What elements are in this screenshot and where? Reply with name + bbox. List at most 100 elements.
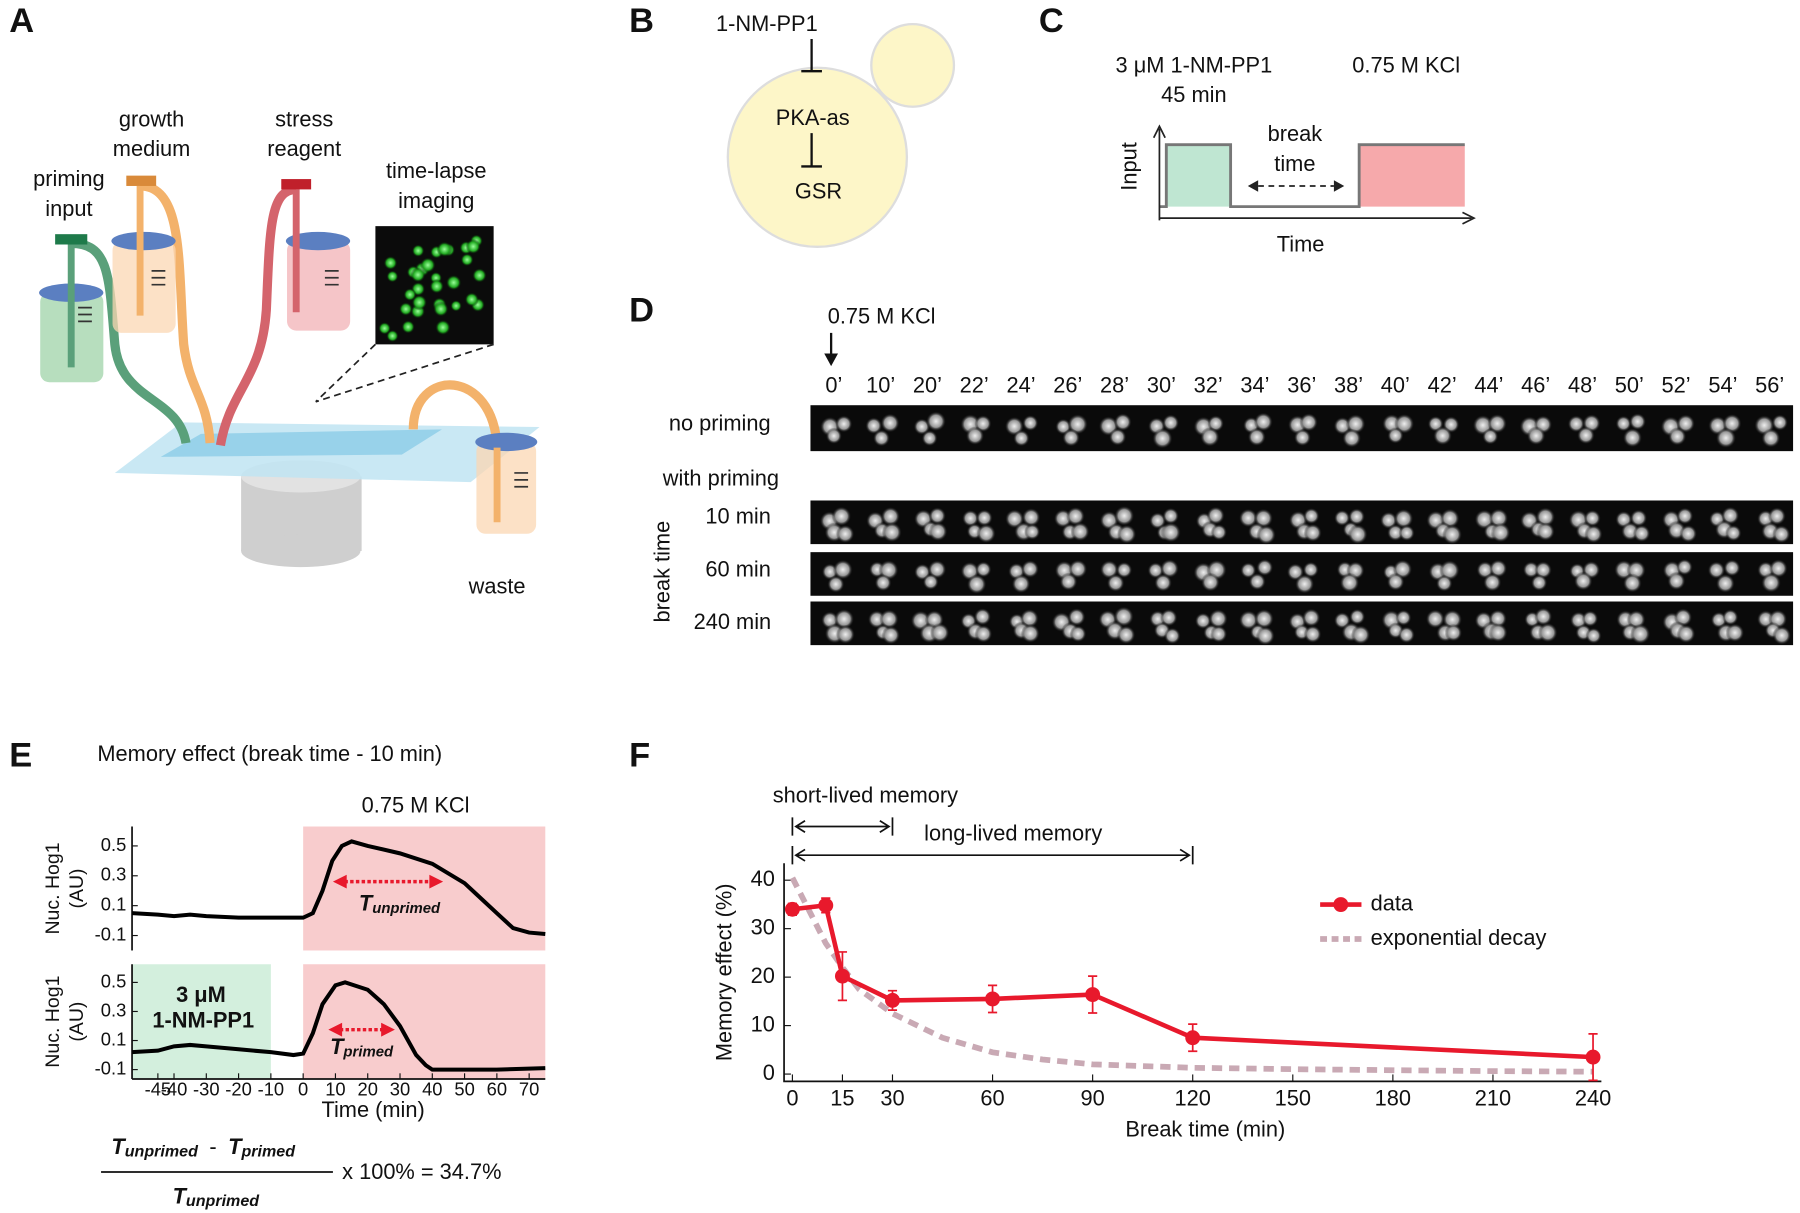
cell	[1068, 559, 1088, 579]
cell	[1393, 508, 1414, 529]
cell	[1066, 506, 1086, 526]
cell	[921, 430, 938, 447]
cell	[1200, 572, 1220, 592]
cell	[1302, 561, 1319, 578]
time-label: 34’	[1240, 373, 1269, 398]
cell	[975, 561, 992, 578]
cell	[1117, 524, 1137, 544]
line	[131, 839, 546, 937]
cell	[1024, 523, 1041, 540]
cell	[1772, 625, 1792, 645]
y-axis-label: Nuc. Hog1	[42, 842, 64, 934]
time-label: 22’	[960, 373, 989, 398]
cell	[1668, 427, 1687, 446]
panel-letter: D	[629, 291, 654, 329]
cell	[1067, 607, 1086, 626]
label: time-lapse	[386, 158, 487, 183]
cell	[1108, 428, 1127, 446]
label: time	[1274, 151, 1315, 176]
y-tick-label: 30	[751, 914, 775, 939]
time-label: 52’	[1662, 373, 1691, 398]
x-tick-label: 40	[422, 1078, 442, 1099]
y-tick-label: 0.3	[101, 864, 127, 885]
time-label: 30’	[1147, 373, 1176, 398]
annotation: short-lived memory	[773, 782, 958, 807]
row-label: 240 min	[694, 609, 772, 634]
cell	[1114, 505, 1135, 526]
line	[131, 980, 546, 1072]
x-tick-label: 90	[1081, 1085, 1105, 1110]
label: priming	[33, 166, 104, 191]
label: imaging	[398, 188, 474, 213]
label: 1-NM-PP1	[716, 11, 818, 36]
x-tick-label: 50	[454, 1078, 474, 1099]
cell	[1725, 623, 1745, 643]
y-tick-label: 40	[751, 866, 775, 891]
y-tick-label: 0.1	[101, 1028, 127, 1049]
cell	[1537, 622, 1558, 643]
label: 0.75 M KCl	[1352, 52, 1460, 77]
cell	[1576, 426, 1595, 445]
bracket	[791, 817, 894, 836]
x-tick-label: 10	[325, 1078, 345, 1099]
cell	[925, 411, 947, 432]
subscript: unprimed	[125, 1143, 199, 1161]
legend-marker	[1333, 897, 1349, 913]
symbol: T	[228, 1134, 243, 1159]
cell	[835, 624, 856, 644]
cell	[1333, 509, 1351, 527]
cell	[1350, 625, 1371, 645]
cell	[1240, 562, 1257, 579]
cell	[386, 329, 399, 343]
time-label: 24’	[1006, 373, 1035, 398]
subscript: unprimed	[372, 900, 441, 917]
cell	[1583, 509, 1601, 527]
shaded-region	[132, 964, 271, 1080]
cell	[1489, 559, 1508, 578]
cell	[1210, 625, 1228, 643]
axis-label: Input	[1116, 142, 1141, 190]
cell	[974, 624, 993, 643]
x-tick-label: 210	[1475, 1085, 1511, 1110]
x-axis-label: Break time (min)	[1125, 1116, 1285, 1141]
cell	[928, 507, 947, 525]
label: medium	[113, 136, 191, 161]
label: stress	[275, 106, 333, 131]
cell	[930, 622, 950, 643]
x-tick-label: 240	[1575, 1085, 1611, 1110]
label: 45 min	[1161, 82, 1226, 107]
cell	[1069, 625, 1087, 643]
series-line	[792, 902, 1594, 1060]
cell	[1433, 426, 1453, 446]
time-course: Memory effect (break time - 10 min) 0.5 0…	[42, 741, 546, 1122]
subscript: primed	[342, 1044, 394, 1061]
x-tick-label: -40	[161, 1078, 188, 1099]
cell	[436, 241, 453, 258]
label: reagent	[267, 136, 341, 161]
annotation: long-lived memory	[924, 820, 1102, 845]
cell	[1585, 627, 1602, 644]
cell	[1615, 415, 1632, 432]
cell	[881, 625, 901, 645]
label: 3 μM	[176, 982, 226, 1007]
x-tick-label: 180	[1375, 1085, 1411, 1110]
cell	[464, 292, 479, 307]
cell	[1581, 610, 1599, 627]
cell	[1398, 626, 1416, 644]
panel-letter: C	[1039, 2, 1064, 40]
overlay: 0.75 M KCl 3 μM 1-NM-PP1 Tunprimed Tprim…	[101, 793, 501, 1210]
y-tick-label: 0.5	[101, 834, 127, 855]
time-label: 40’	[1381, 373, 1410, 398]
time-label: 44’	[1474, 373, 1503, 398]
label: 1-NM-PP1	[152, 1007, 254, 1032]
label: input	[45, 196, 92, 221]
cell	[1194, 612, 1212, 630]
cell	[1013, 429, 1030, 447]
cell	[928, 521, 948, 542]
row-label: 10 min	[705, 503, 770, 528]
cell	[1482, 428, 1499, 445]
cell	[1435, 574, 1453, 592]
cell	[1536, 522, 1555, 541]
cell	[975, 509, 993, 527]
